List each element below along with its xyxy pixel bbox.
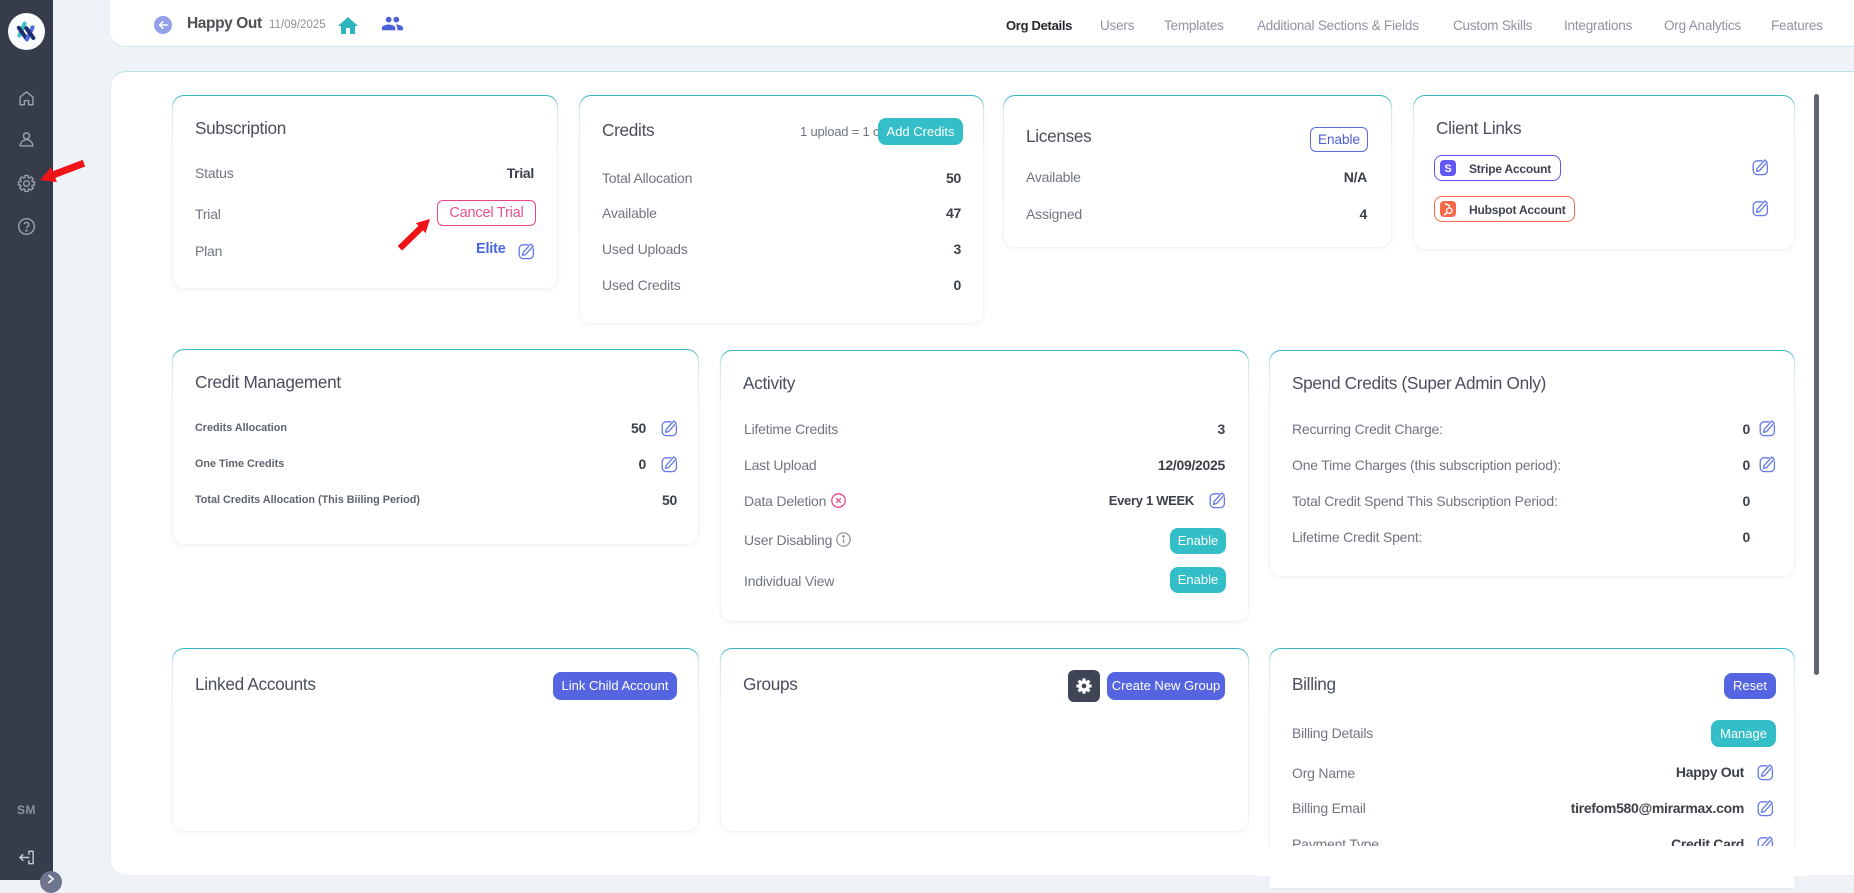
svg-text:S: S [1444, 163, 1451, 175]
